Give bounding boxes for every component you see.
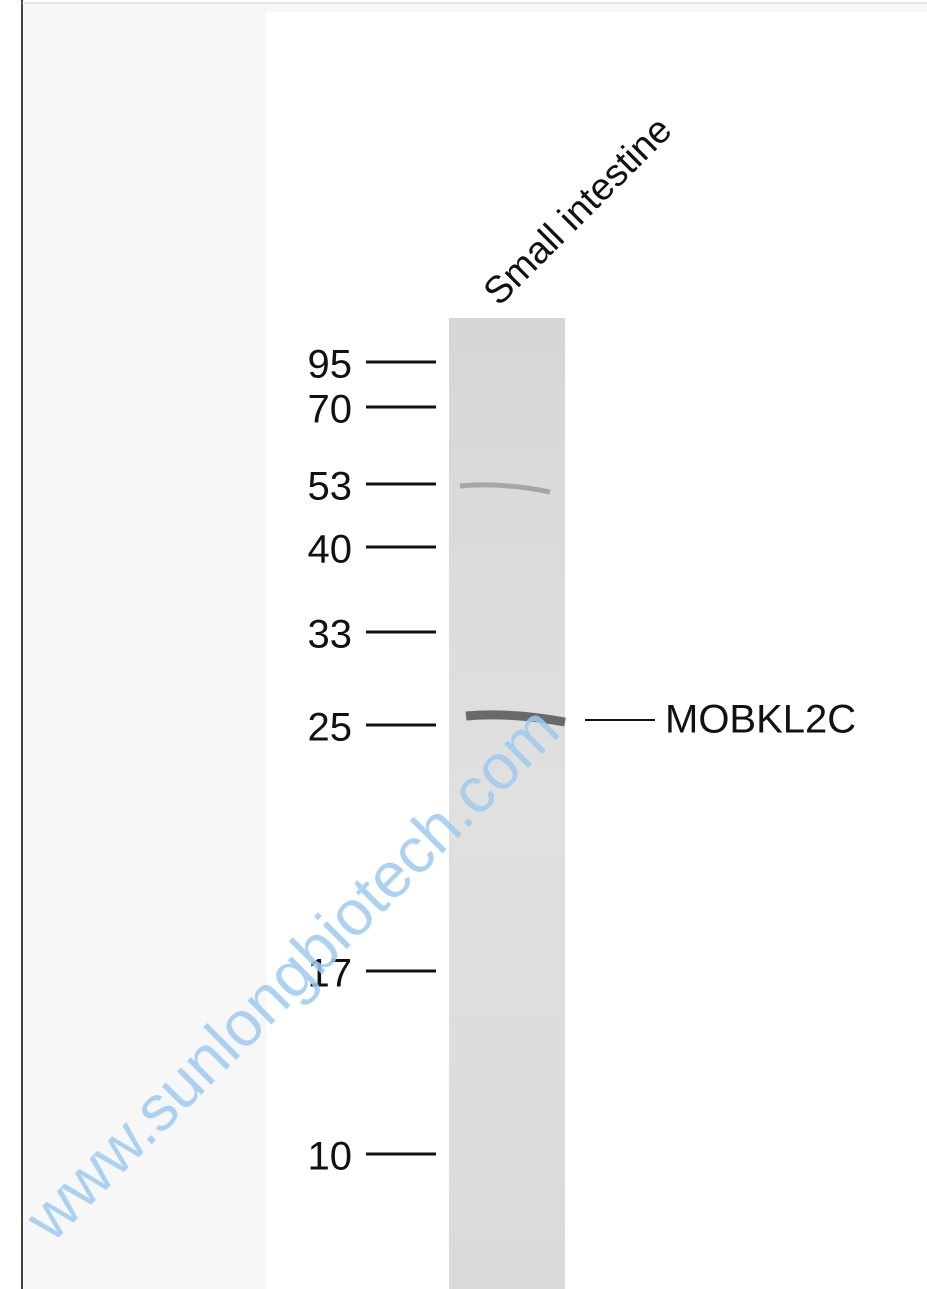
page: Small intestine MOBKL2C 9570534033251710… — [0, 0, 927, 1289]
marker-label: 40 — [308, 528, 353, 572]
marker-label: 25 — [308, 706, 353, 750]
marker-label: 70 — [308, 388, 353, 432]
marker-label: 53 — [308, 465, 353, 509]
band-label: MOBKL2C — [665, 698, 856, 742]
marker-label: 10 — [308, 1135, 353, 1179]
marker-label: 33 — [308, 613, 353, 657]
marker-label: 95 — [308, 343, 353, 387]
western-blot-figure: Small intestine MOBKL2C 9570534033251710… — [0, 0, 927, 1289]
